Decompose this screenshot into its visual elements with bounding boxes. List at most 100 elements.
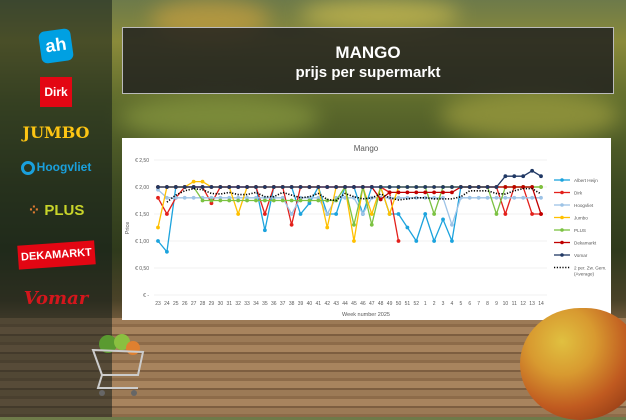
data-point [485, 195, 490, 200]
data-point [245, 195, 249, 200]
data-point [200, 185, 205, 189]
data-point [503, 195, 508, 200]
legend-marker [560, 203, 564, 207]
data-point [352, 185, 356, 189]
x-tick-label: 36 [271, 301, 277, 307]
data-point [227, 198, 232, 203]
data-point [521, 195, 526, 200]
albert-heijn-logo: ah [0, 27, 112, 65]
data-point [441, 190, 445, 195]
x-tick-label: 50 [396, 301, 402, 307]
data-point [262, 212, 267, 216]
data-point [289, 198, 294, 203]
legend-label: Hoogvliet [574, 203, 594, 208]
data-point [396, 190, 401, 195]
vomar-logo: Vomar [23, 288, 89, 309]
x-tick-label: 44 [342, 301, 348, 307]
x-axis-label: Week number 2025 [342, 312, 390, 318]
price-line-chart: Mango Week number 2025 Price € - € 0,50 € … [125, 144, 606, 318]
x-tick-label: 2 [433, 301, 436, 307]
data-point [539, 185, 543, 189]
data-point [360, 212, 365, 216]
mango-image [520, 308, 626, 420]
legend-marker [560, 240, 564, 245]
data-point [503, 174, 508, 179]
legend-marker [560, 178, 564, 182]
data-point [289, 222, 294, 227]
x-tick-label: 3 [442, 301, 445, 307]
data-point [503, 212, 508, 216]
x-tick-label: 31 [226, 301, 232, 307]
x-tick-label: 30 [218, 301, 224, 307]
data-point [280, 195, 285, 200]
data-point [530, 168, 534, 173]
x-tick-label: 45 [351, 301, 357, 307]
x-tick-label: 13 [529, 301, 535, 307]
data-point [369, 185, 374, 189]
data-point [245, 198, 249, 203]
data-point [450, 190, 454, 195]
data-point [378, 197, 383, 202]
data-point [494, 185, 499, 189]
x-tick-label: 41 [316, 301, 322, 307]
data-point [343, 185, 347, 189]
x-tick-label: 6 [468, 301, 471, 307]
data-point [334, 185, 339, 189]
x-tick-label: 37 [280, 301, 286, 307]
data-point [271, 198, 276, 203]
data-point [173, 185, 178, 189]
data-point [245, 185, 249, 189]
x-tick-label: 14 [538, 301, 544, 307]
data-point [325, 198, 330, 203]
x-tick-label: 5 [459, 301, 462, 307]
x-tick-label: 9 [495, 301, 498, 307]
data-point [325, 212, 330, 216]
data-point [369, 222, 374, 227]
data-point [218, 198, 223, 203]
plus-logo: ⁘ PLUS [27, 202, 85, 219]
data-point [262, 185, 267, 189]
legend-marker [560, 253, 564, 257]
data-point [512, 174, 517, 179]
data-point [539, 195, 543, 200]
data-point [165, 195, 169, 200]
data-point [307, 185, 312, 189]
data-point [458, 185, 463, 189]
x-tick-label: 4 [451, 301, 454, 307]
data-point [165, 249, 169, 254]
data-point [156, 195, 160, 200]
data-point [387, 185, 392, 189]
data-point [289, 185, 294, 189]
data-point [156, 187, 160, 192]
y-tick-label: € 2,50 [135, 158, 149, 164]
x-tick-label: 1 [424, 301, 427, 307]
x-tick-label: 52 [414, 301, 420, 307]
legend-label: Albert Heijn [574, 178, 598, 183]
x-tick-label: 40 [307, 301, 313, 307]
data-point [262, 198, 267, 203]
data-point [298, 198, 303, 203]
data-point [494, 212, 499, 216]
data-point [262, 195, 267, 200]
data-point [467, 185, 472, 189]
x-tick-label: 28 [200, 301, 206, 307]
data-point [343, 195, 347, 200]
data-point [414, 190, 419, 195]
series-line-vomar [158, 170, 542, 188]
data-point [450, 185, 454, 189]
data-point [165, 212, 169, 216]
x-tick-label: 49 [387, 301, 393, 307]
data-point [182, 185, 187, 189]
data-point [236, 185, 241, 189]
x-tick-label: 42 [324, 301, 330, 307]
data-point [325, 185, 330, 189]
x-tick-label: 27 [191, 301, 197, 307]
data-point [387, 190, 392, 195]
data-point [423, 195, 428, 200]
data-point [450, 222, 454, 227]
data-point [165, 185, 169, 189]
data-point [209, 198, 214, 203]
data-point [432, 185, 437, 189]
dirk-logo: Dirk [0, 77, 112, 107]
data-point [441, 185, 445, 189]
